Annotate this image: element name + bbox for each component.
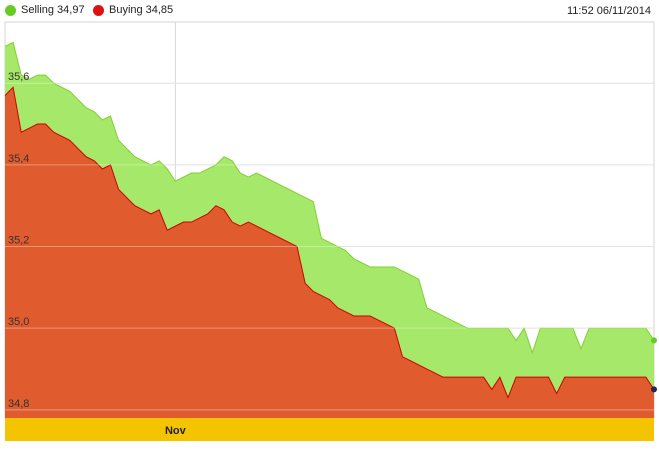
legend-selling-value: 34,97 <box>57 4 85 16</box>
timestamp: 11:52 06/11/2014 <box>566 5 651 17</box>
y-tick-label-4: 35,6 <box>8 71 29 83</box>
buying-area <box>5 87 654 418</box>
buying-line <box>4 86 655 399</box>
legend-buying-value: 34,85 <box>145 4 174 16</box>
selling-last-point <box>651 337 657 344</box>
x-axis-bar <box>5 418 654 441</box>
buying-last-point <box>651 386 657 393</box>
selling-dot-icon <box>5 4 16 16</box>
chart-header: Selling 34,97 Buying 34,85 11:52 06/11/201… <box>0 0 659 22</box>
legend-selling-label: Selling <box>21 4 55 16</box>
x-tick-label-0: Nov <box>165 425 187 437</box>
y-tick-label-0: 34,8 <box>8 398 29 410</box>
y-tick-label-3: 35,4 <box>8 153 29 165</box>
legend-buying[interactable]: Buying 34,85 <box>93 4 176 16</box>
y-tick-label-1: 35,0 <box>8 316 29 328</box>
legend-buying-label: Buying <box>109 4 143 16</box>
selling-line <box>4 41 655 355</box>
y-tick-label-2: 35,2 <box>8 235 29 247</box>
buying-dot-icon <box>93 4 104 16</box>
legend-selling[interactable]: Selling 34,97 <box>5 4 88 16</box>
